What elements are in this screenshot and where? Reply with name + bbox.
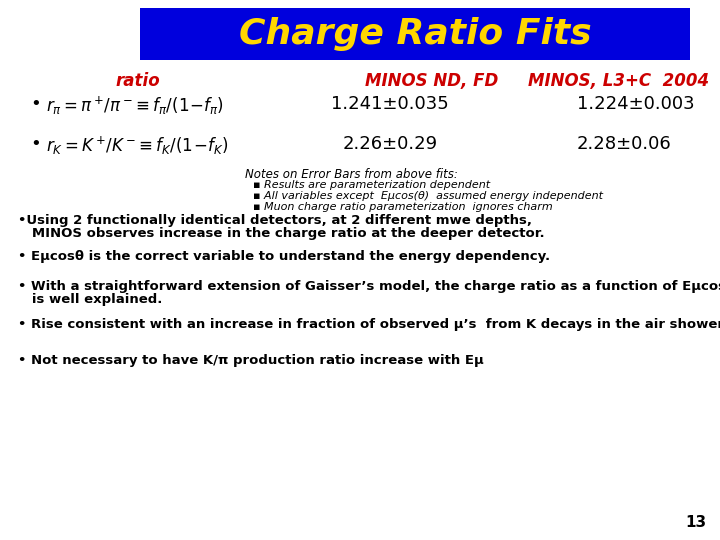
Text: •Using 2 functionally identical detectors, at 2 different mwe depths,: •Using 2 functionally identical detector… [18,214,532,227]
Text: ▪ Muon charge ratio parameterization  ignores charm: ▪ Muon charge ratio parameterization ign… [253,202,553,212]
Text: 1.224±0.003: 1.224±0.003 [577,95,695,113]
Text: Notes on Error Bars from above fits:: Notes on Error Bars from above fits: [245,168,458,181]
Text: $r_\pi = \pi^+\!/\pi^-\! \equiv f_\pi/(1\!-\!f_\pi)$: $r_\pi = \pi^+\!/\pi^-\! \equiv f_\pi/(1… [46,95,224,117]
Text: 2.28±0.06: 2.28±0.06 [577,135,672,153]
Text: 13: 13 [685,515,706,530]
Text: 2.26±0.29: 2.26±0.29 [343,135,438,153]
Text: Charge Ratio Fits: Charge Ratio Fits [239,17,591,51]
Text: •: • [30,95,41,113]
Text: $r_K = K^+\!/K^-\! \equiv f_K/(1\!-\!f_K)$: $r_K = K^+\!/K^-\! \equiv f_K/(1\!-\!f_K… [46,135,228,157]
Text: ▪ Results are parameterization dependent: ▪ Results are parameterization dependent [253,180,490,190]
Text: MINOS, L3+C  2004: MINOS, L3+C 2004 [528,72,709,90]
Text: • Rise consistent with an increase in fraction of observed μ’s  from K decays in: • Rise consistent with an increase in fr… [18,318,720,331]
Text: • Eμcosθ is the correct variable to understand the energy dependency.: • Eμcosθ is the correct variable to unde… [18,250,550,263]
Text: ▪ All variables except  Eμcos(θ)  assumed energy independent: ▪ All variables except Eμcos(θ) assumed … [253,191,603,201]
Text: is well explained.: is well explained. [18,293,163,306]
Text: 1.241±0.035: 1.241±0.035 [331,95,449,113]
Text: ratio: ratio [115,72,160,90]
Text: •: • [30,135,41,153]
Text: MINOS ND, FD: MINOS ND, FD [365,72,498,90]
Text: • With a straightforward extension of Gaisser’s model, the charge ratio as a fun: • With a straightforward extension of Ga… [18,280,720,293]
Text: MINOS observes increase in the charge ratio at the deeper detector.: MINOS observes increase in the charge ra… [18,227,544,240]
Bar [140,8,690,60]
Text: • Not necessary to have K/π production ratio increase with Eμ: • Not necessary to have K/π production r… [18,354,484,367]
